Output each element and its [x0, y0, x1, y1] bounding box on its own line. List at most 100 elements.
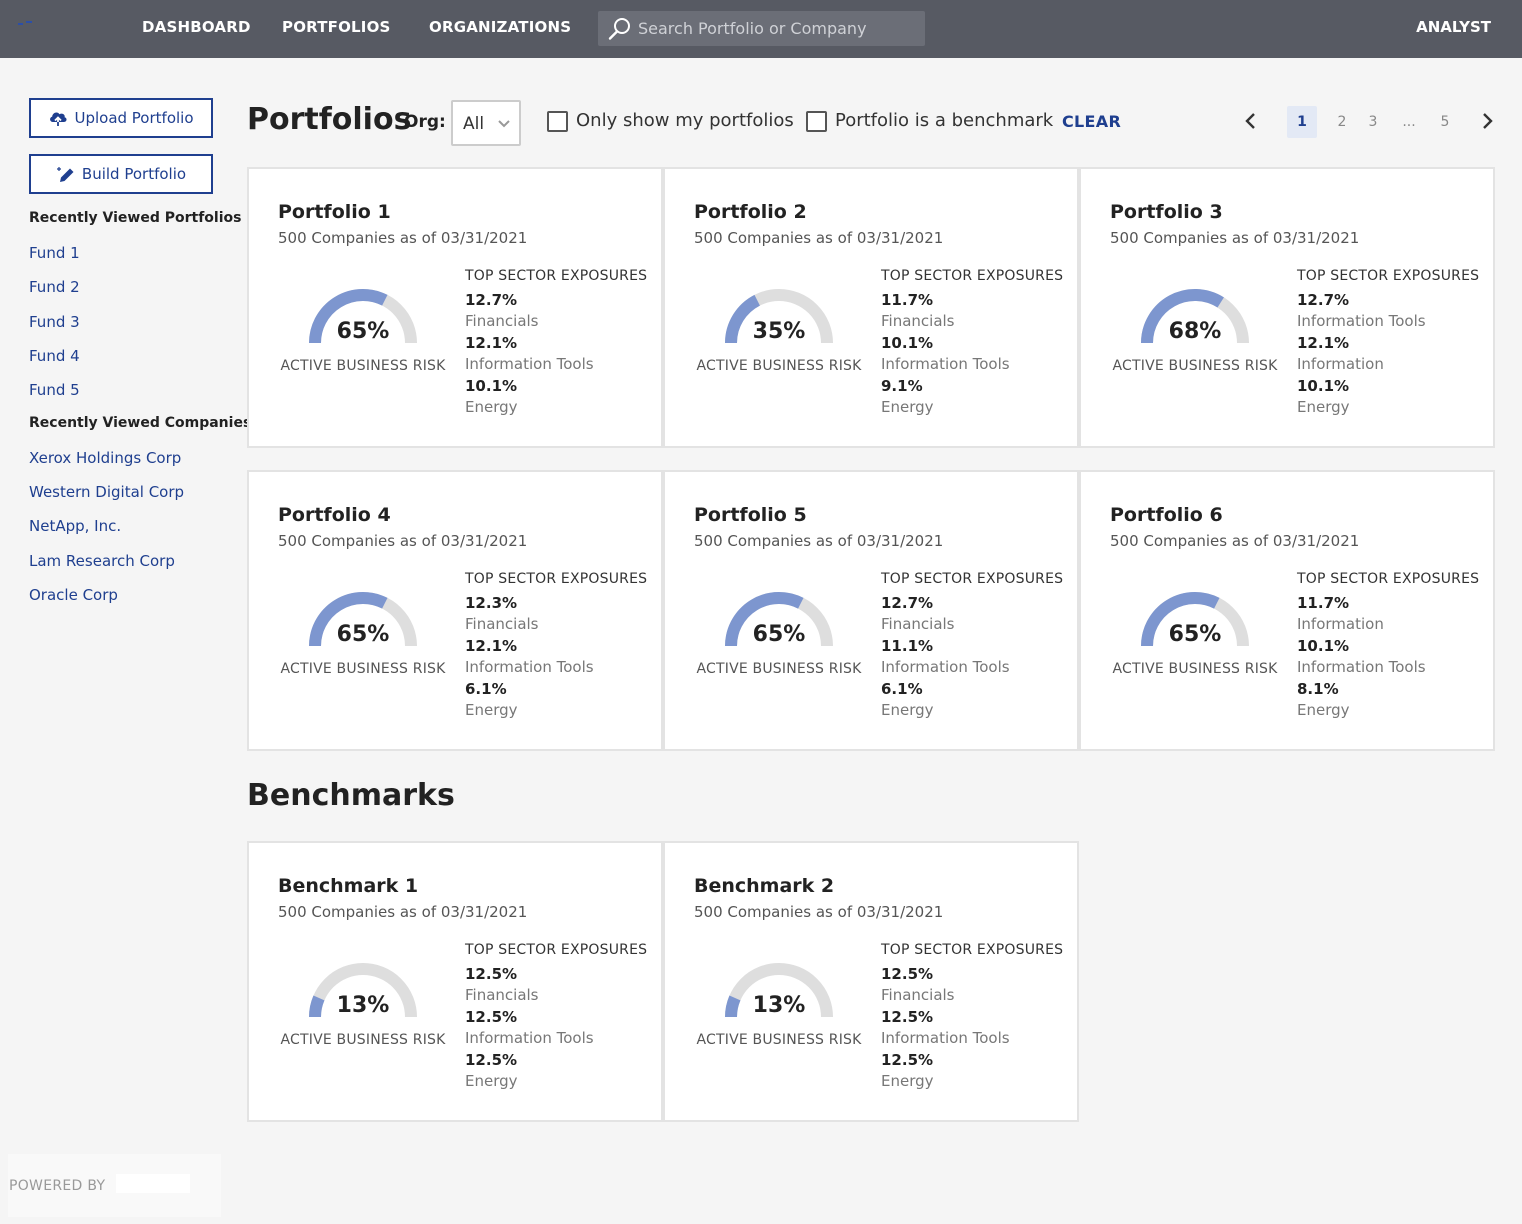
powered-by-logo — [116, 1174, 190, 1193]
sector-percent: 6.1% — [881, 680, 923, 698]
card-subtitle: 500 Companies as of 03/31/2021 — [694, 903, 944, 921]
sector-percent: 9.1% — [881, 377, 923, 395]
sector-percent: 10.1% — [465, 377, 518, 395]
pager-page[interactable]: 5 — [1440, 114, 1450, 130]
card-subtitle: 500 Companies as of 03/31/2021 — [1110, 229, 1360, 247]
upload-portfolio-button[interactable]: Upload Portfolio — [29, 98, 213, 138]
recent-company-link[interactable]: Western Digital Corp — [29, 483, 185, 501]
recent-portfolio-link[interactable]: Fund 4 — [29, 347, 80, 365]
card-title[interactable]: Portfolio 5 — [694, 504, 807, 526]
card-title[interactable]: Portfolio 3 — [1110, 201, 1223, 223]
sector-percent: 10.1% — [1297, 377, 1350, 395]
recent-company-link[interactable]: Xerox Holdings Corp — [29, 449, 182, 467]
sector-percent: 12.1% — [465, 637, 518, 655]
sector-name: Information Tools — [881, 658, 1010, 676]
risk-label: ACTIVE BUSINESS RISK — [280, 1032, 446, 1048]
card-title[interactable]: Benchmark 2 — [694, 875, 835, 897]
build-portfolio-label: Build Portfolio — [81, 165, 187, 183]
sector-name: Financials — [881, 615, 955, 633]
sector-heading: TOP SECTOR EXPOSURES — [881, 571, 1064, 587]
benchmark-card[interactable]: Benchmark 1 500 Companies as of 03/31/202… — [247, 841, 663, 1122]
card-title[interactable]: Portfolio 2 — [694, 201, 807, 223]
portfolio-card[interactable]: Portfolio 2 500 Companies as of 03/31/202… — [663, 167, 1079, 448]
clear-filters-button[interactable]: CLEAR — [1062, 112, 1122, 131]
gauge-fill — [725, 592, 804, 647]
nav-dashboard[interactable]: DASHBOARD — [142, 18, 251, 36]
recent-portfolio-link[interactable]: Fund 2 — [29, 278, 80, 296]
card-subtitle: 500 Companies as of 03/31/2021 — [278, 903, 528, 921]
user-role-menu[interactable]: ANALYST — [1416, 18, 1491, 36]
recent-company-link[interactable]: Oracle Corp — [29, 586, 118, 604]
risk-label: ACTIVE BUSINESS RISK — [696, 1032, 862, 1048]
sector-name: Financials — [465, 312, 539, 330]
logo-dash-icon[interactable] — [18, 20, 34, 26]
portfolio-card[interactable]: Portfolio 1 500 Companies as of 03/31/202… — [247, 167, 663, 448]
build-portfolio-button[interactable]: Build Portfolio — [29, 154, 213, 194]
sector-percent: 8.1% — [1297, 680, 1339, 698]
gauge-fill — [725, 995, 741, 1018]
powered-by-text: POWERED BY — [9, 1178, 106, 1194]
pager-page[interactable]: 1 — [1287, 106, 1317, 138]
chevron-left-icon[interactable] — [1244, 112, 1258, 130]
portfolio-card[interactable]: Portfolio 4 500 Companies as of 03/31/202… — [247, 470, 663, 751]
sector-name: Information Tools — [881, 1029, 1010, 1047]
sector-percent: 11.7% — [1297, 594, 1350, 612]
benchmark-label[interactable]: Portfolio is a benchmark — [835, 110, 1054, 131]
recent-portfolio-link[interactable]: Fund 5 — [29, 381, 80, 399]
sector-name: Information Tools — [465, 355, 594, 373]
card-title[interactable]: Benchmark 1 — [278, 875, 419, 897]
upload-portfolio-label: Upload Portfolio — [74, 109, 194, 127]
only-mine-label[interactable]: Only show my portfolios — [576, 110, 794, 131]
sector-name: Information Tools — [881, 355, 1010, 373]
sector-heading: TOP SECTOR EXPOSURES — [881, 268, 1064, 284]
portfolio-card[interactable]: Portfolio 6 500 Companies as of 03/31/202… — [1079, 470, 1495, 751]
risk-label: ACTIVE BUSINESS RISK — [696, 358, 862, 374]
card-title[interactable]: Portfolio 4 — [278, 504, 391, 526]
risk-percent: 68% — [1168, 319, 1222, 344]
search-input[interactable] — [638, 11, 918, 46]
sector-percent: 12.5% — [881, 965, 934, 983]
sector-name: Energy — [465, 398, 518, 416]
pager-page[interactable]: 3 — [1368, 114, 1378, 130]
sector-heading: TOP SECTOR EXPOSURES — [881, 942, 1064, 958]
gauge-fill — [309, 592, 388, 647]
search-box[interactable] — [598, 11, 925, 46]
risk-label: ACTIVE BUSINESS RISK — [696, 661, 862, 677]
org-select[interactable]: All — [451, 100, 521, 146]
risk-percent: 65% — [752, 622, 806, 647]
sector-name: Energy — [465, 1072, 518, 1090]
sector-name: Information Tools — [1297, 312, 1426, 330]
gauge-fill — [1141, 289, 1224, 344]
sector-name: Energy — [1297, 398, 1350, 416]
powered-by-footer: POWERED BY — [8, 1154, 221, 1217]
risk-label: ACTIVE BUSINESS RISK — [1112, 358, 1278, 374]
portfolio-card[interactable]: Portfolio 3 500 Companies as of 03/31/202… — [1079, 167, 1495, 448]
only-mine-checkbox[interactable] — [547, 111, 568, 132]
risk-percent: 65% — [1168, 622, 1222, 647]
sector-name: Information — [1297, 355, 1384, 373]
nav-organizations[interactable]: ORGANIZATIONS — [429, 18, 572, 36]
portfolio-card[interactable]: Portfolio 5 500 Companies as of 03/31/202… — [663, 470, 1079, 751]
sector-percent: 11.7% — [881, 291, 934, 309]
card-title[interactable]: Portfolio 6 — [1110, 504, 1223, 526]
nav-portfolios[interactable]: PORTFOLIOS — [282, 18, 391, 36]
benchmark-checkbox[interactable] — [806, 111, 827, 132]
risk-percent: 35% — [752, 319, 806, 344]
card-title[interactable]: Portfolio 1 — [278, 201, 391, 223]
pager-page[interactable]: 2 — [1337, 114, 1347, 130]
card-subtitle: 500 Companies as of 03/31/2021 — [278, 229, 528, 247]
sector-heading: TOP SECTOR EXPOSURES — [465, 571, 648, 587]
sector-name: Financials — [881, 986, 955, 1004]
sector-name: Information Tools — [1297, 658, 1426, 676]
chevron-right-icon[interactable] — [1480, 112, 1494, 130]
sector-name: Information Tools — [465, 658, 594, 676]
recent-portfolio-link[interactable]: Fund 3 — [29, 313, 80, 331]
recent-company-link[interactable]: Lam Research Corp — [29, 552, 175, 570]
recent-company-link[interactable]: NetApp, Inc. — [29, 517, 122, 535]
sector-percent: 12.7% — [1297, 291, 1350, 309]
sector-percent: 12.5% — [465, 1051, 518, 1069]
benchmark-card[interactable]: Benchmark 2 500 Companies as of 03/31/202… — [663, 841, 1079, 1122]
gauge-fill — [309, 289, 388, 344]
sector-percent: 12.5% — [881, 1051, 934, 1069]
recent-portfolio-link[interactable]: Fund 1 — [29, 244, 80, 262]
